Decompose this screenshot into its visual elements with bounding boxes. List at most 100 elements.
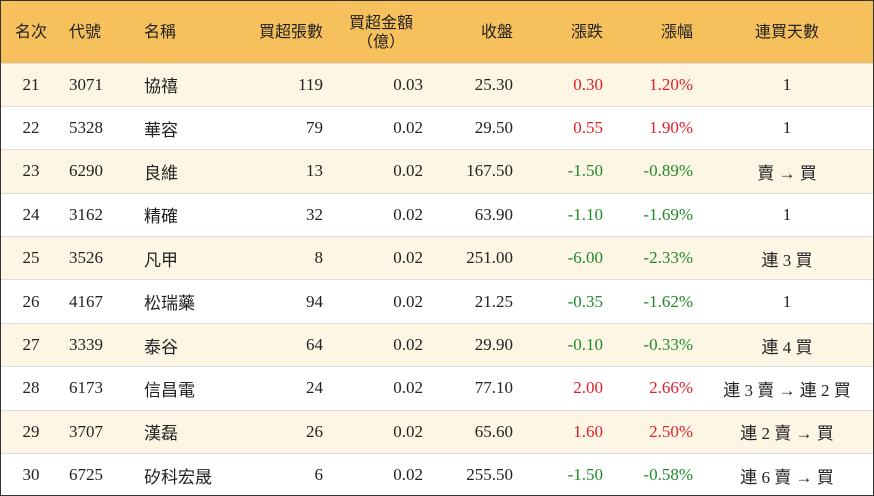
- table-cell: 26: [22, 291, 40, 311]
- table-cell: -0.33%: [643, 335, 693, 355]
- table-cell: -2.33%: [643, 248, 693, 268]
- table-cell: 漢磊: [144, 424, 178, 444]
- table-cell: 23: [22, 161, 40, 181]
- table-cell: 0.02: [393, 465, 423, 485]
- table-cell: -0.35: [567, 291, 603, 311]
- table-cell: 0.55: [573, 118, 603, 138]
- table-cell: 3071: [69, 74, 103, 94]
- table-cell: 25.30: [474, 74, 513, 94]
- table-cell: 27: [22, 335, 40, 355]
- table-row: 29 3707 漢磊 26 0.02 65.60 1.60 2.50% 連 2 賣 → 買: [1, 410, 873, 454]
- header-cell: 漲幅: [660, 22, 693, 42]
- table-cell: 連 4 買: [761, 337, 813, 357]
- table-row: 22 5328 華容 79 0.02 29.50 0.55 1.90% 1: [1, 106, 873, 149]
- table-cell: 13: [306, 161, 323, 181]
- table-cell: 167.50: [466, 161, 513, 181]
- table-cell: 24: [306, 378, 323, 398]
- table-cell: 矽科宏晟: [144, 467, 212, 487]
- table-cell: 1: [782, 204, 792, 224]
- table-row: 24 3162 精確 32 0.02 63.90 -1.10 -1.69% 1: [1, 193, 873, 236]
- table-cell: 30: [22, 465, 40, 485]
- table-cell: 63.90: [474, 204, 513, 224]
- table-cell: 0.02: [393, 421, 423, 441]
- table-cell: 1: [782, 74, 792, 94]
- table-cell: 0.03: [393, 74, 423, 94]
- table-cell: 泰谷: [144, 337, 178, 357]
- table-cell: 連 2 賣 → 買: [740, 424, 834, 444]
- table-cell: 5328: [69, 118, 103, 138]
- table-cell: 0.02: [393, 378, 423, 398]
- table-cell: -0.89%: [643, 161, 693, 181]
- table-cell: 協禧: [144, 77, 178, 97]
- table-cell: 8: [314, 248, 324, 268]
- header-cell: 收盤: [480, 22, 513, 42]
- table-cell: 信昌電: [144, 380, 195, 400]
- table-cell: 6: [314, 465, 324, 485]
- table-row: 30 6725 矽科宏晟 6 0.02 255.50 -1.50 -0.58% 連 6 賣 → …: [1, 453, 873, 495]
- table-cell: 119: [298, 74, 323, 94]
- table-cell: 26: [306, 421, 323, 441]
- table-cell: 28: [22, 378, 40, 398]
- header-cell: 名次: [14, 22, 47, 42]
- header-cell: 買超金額 （億）: [331, 1, 431, 63]
- table-cell: -1.69%: [643, 204, 693, 224]
- table-cell: 賣 → 買: [757, 163, 817, 183]
- header-cell: 代號: [69, 22, 102, 42]
- header-line: 買超金額: [348, 12, 413, 32]
- table-cell: 94: [306, 291, 323, 311]
- table-cell: 21.25: [474, 291, 513, 311]
- table-cell: 2.50%: [649, 421, 693, 441]
- table-cell: 6290: [69, 161, 103, 181]
- table-cell: 0.02: [393, 161, 423, 181]
- table-cell: -1.50: [567, 161, 603, 181]
- table-cell: 2.66%: [649, 378, 693, 398]
- table-cell: 29.90: [474, 335, 513, 355]
- table-cell: -6.00: [567, 248, 603, 268]
- table-cell: 1: [782, 291, 792, 311]
- table-row: 21 3071 協禧 119 0.03 25.30 0.30 1.20% 1: [1, 63, 873, 107]
- table-cell: 3162: [69, 204, 103, 224]
- table-cell: 6725: [69, 465, 103, 485]
- header-cell: 買超張數: [258, 22, 323, 42]
- table-cell: 3339: [69, 335, 103, 355]
- table-cell: 0.30: [573, 74, 603, 94]
- table-cell: 255.50: [466, 465, 513, 485]
- table-cell: 3707: [69, 421, 103, 441]
- table-cell: 連 3 買: [761, 250, 813, 270]
- table-cell: 精確: [144, 207, 178, 227]
- table-body: 21 3071 協禧 119 0.03 25.30 0.30 1.20% 1 22 5328 華容 79…: [1, 63, 873, 495]
- header-row: 名次 代號 名稱 買超張數 買超金額 （億） 收盤 漲跌 漲幅 連買天數: [1, 1, 873, 63]
- table-cell: 2.00: [573, 378, 603, 398]
- table-cell: 0.02: [393, 291, 423, 311]
- table-row: 26 4167 松瑞藥 94 0.02 21.25 -0.35 -1.62% 1: [1, 279, 873, 323]
- table-cell: 連 6 賣 → 買: [740, 467, 834, 487]
- table-cell: 連 3 賣 → 連 2 買: [723, 380, 851, 400]
- table-cell: 華容: [144, 120, 178, 140]
- header-cell: 漲跌: [570, 22, 603, 42]
- table-cell: -0.10: [567, 335, 603, 355]
- table-row: 27 3339 泰谷 64 0.02 29.90 -0.10 -0.33% 連 4 買: [1, 323, 873, 367]
- table-cell: 77.10: [474, 378, 513, 398]
- table-cell: 0.02: [393, 118, 423, 138]
- table-cell: 29: [22, 421, 40, 441]
- table-cell: 22: [22, 118, 40, 138]
- table-cell: 凡甲: [144, 250, 178, 270]
- header-line: （億）: [356, 31, 405, 51]
- table-cell: 良維: [144, 163, 178, 183]
- table-cell: 1.90%: [649, 118, 693, 138]
- table-cell: 79: [306, 118, 323, 138]
- table-cell: 6173: [69, 378, 103, 398]
- table-row: 28 6173 信昌電 24 0.02 77.10 2.00 2.66% 連 3 賣 → 連 2…: [1, 366, 873, 410]
- table-cell: 32: [306, 204, 323, 224]
- table-cell: 松瑞藥: [144, 294, 195, 314]
- table-cell: 65.60: [474, 421, 513, 441]
- table-cell: 1.60: [573, 421, 603, 441]
- table-cell: 25: [22, 248, 40, 268]
- table-cell: 29.50: [474, 118, 513, 138]
- table-cell: 1: [782, 118, 792, 138]
- table-cell: -1.10: [567, 204, 603, 224]
- table-cell: 0.02: [393, 335, 423, 355]
- table-row: 23 6290 良維 13 0.02 167.50 -1.50 -0.89% 賣 → 買: [1, 149, 873, 194]
